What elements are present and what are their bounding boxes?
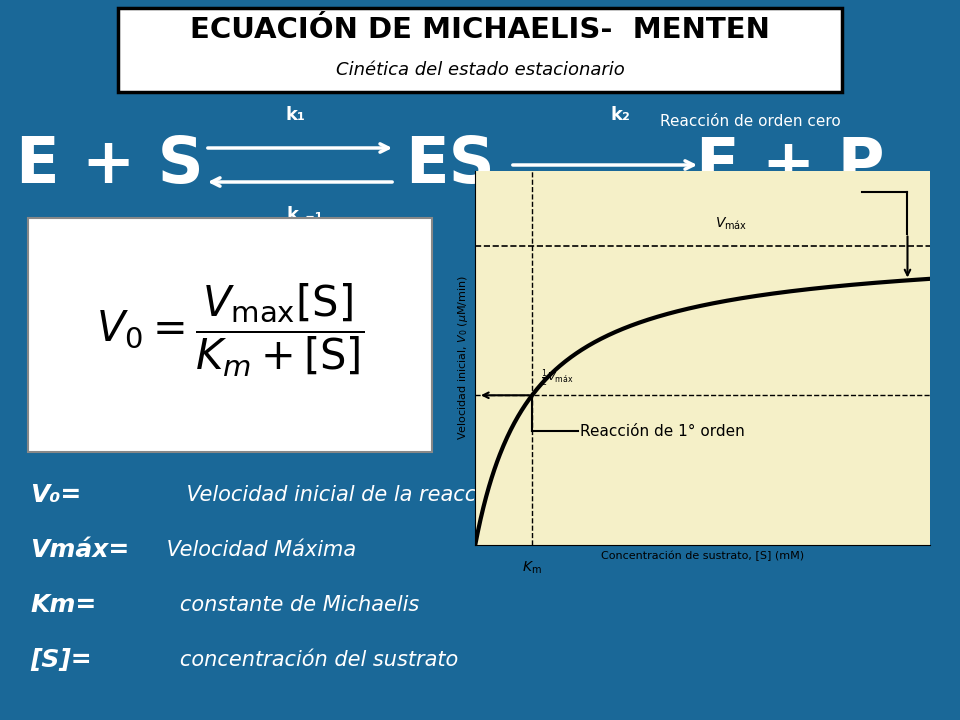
- Text: $\frac{1}{2}V_{\mathrm{máx}}$: $\frac{1}{2}V_{\mathrm{máx}}$: [540, 368, 573, 390]
- FancyBboxPatch shape: [28, 218, 432, 452]
- Text: $V_{\mathrm{máx}}$: $V_{\mathrm{máx}}$: [715, 215, 747, 232]
- Text: Km=: Km=: [30, 593, 96, 617]
- Text: Reacción de 1° orden: Reacción de 1° orden: [581, 424, 745, 438]
- Text: E + S: E + S: [16, 134, 204, 196]
- Text: E + P: E + P: [696, 134, 884, 196]
- Text: ES: ES: [405, 134, 494, 196]
- Text: k₁: k₁: [285, 106, 305, 124]
- Text: concentración del sustrato: concentración del sustrato: [160, 650, 458, 670]
- Y-axis label: Velocidad inicial, $V_0$ ($\mu$M/min): Velocidad inicial, $V_0$ ($\mu$M/min): [456, 275, 469, 441]
- Text: k₂: k₂: [610, 106, 630, 124]
- Text: k ₋₁: k ₋₁: [287, 206, 323, 224]
- Text: $V_0 = \dfrac{V_{\mathrm{max}}[\mathrm{S}]}{K_m + [\mathrm{S}]}$: $V_0 = \dfrac{V_{\mathrm{max}}[\mathrm{S…: [96, 282, 364, 379]
- Text: $K_{\mathrm{m}}$: $K_{\mathrm{m}}$: [522, 560, 542, 577]
- Text: Velocidad inicial de la reacción: Velocidad inicial de la reacción: [160, 485, 508, 505]
- Text: Vmáx=: Vmáx=: [30, 538, 130, 562]
- Text: Cinética del estado estacionario: Cinética del estado estacionario: [336, 61, 624, 79]
- Text: V₀=: V₀=: [30, 483, 82, 507]
- Text: [S]=: [S]=: [30, 648, 92, 672]
- Text: Velocidad Máxima: Velocidad Máxima: [160, 540, 356, 560]
- FancyBboxPatch shape: [118, 8, 842, 92]
- Text: constante de Michaelis: constante de Michaelis: [160, 595, 420, 615]
- Text: Reacción de orden cero: Reacción de orden cero: [660, 114, 840, 130]
- X-axis label: Concentración de sustrato, [S] (mM): Concentración de sustrato, [S] (mM): [601, 551, 804, 561]
- Text: ECUACIÓN DE MICHAELIS-  MENTEN: ECUACIÓN DE MICHAELIS- MENTEN: [190, 16, 770, 44]
